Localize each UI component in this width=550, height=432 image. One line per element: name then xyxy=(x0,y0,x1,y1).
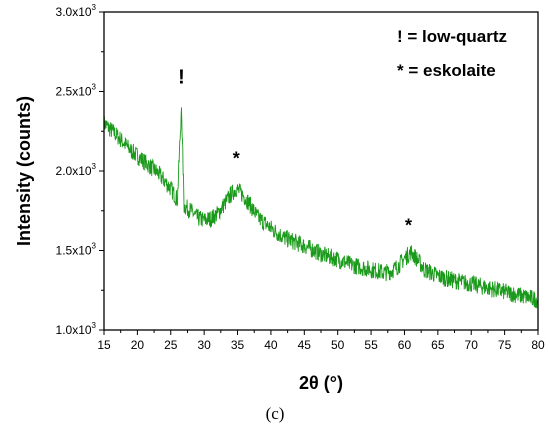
x-tick-label: 60 xyxy=(398,338,412,352)
y-tick-label: 1.0x103 xyxy=(56,321,97,337)
x-tick-label: 70 xyxy=(465,338,479,352)
x-tick-label: 50 xyxy=(331,338,345,352)
y-tick-label: 2.5x103 xyxy=(56,83,97,99)
x-axis-title: 2θ (°) xyxy=(299,373,343,393)
x-tick-label: 55 xyxy=(364,338,378,352)
legend-entry-eskolaite: * = eskolaite xyxy=(397,61,496,80)
x-tick-label: 30 xyxy=(197,338,211,352)
x-tick-label: 65 xyxy=(431,338,445,352)
panel-label: (c) xyxy=(265,404,285,423)
xrd-series-line xyxy=(103,107,539,309)
legend: ! = low-quartz * = eskolaite xyxy=(397,27,507,80)
y-tick-label: 3.0x103 xyxy=(56,3,97,19)
y-tick-label: 2.0x103 xyxy=(56,162,97,178)
x-tick-label: 25 xyxy=(164,338,178,352)
x-tick-label: 20 xyxy=(131,338,145,352)
peak-marker-layer: ! * * xyxy=(178,67,412,236)
x-tick-label: 75 xyxy=(498,338,512,352)
peak-marker: * xyxy=(405,215,412,235)
legend-entry-low-quartz: ! = low-quartz xyxy=(397,27,507,46)
y-axis-title: Intensity (counts) xyxy=(14,96,34,246)
x-tick-label: 15 xyxy=(97,338,111,352)
peak-marker: * xyxy=(233,149,240,169)
x-tick-label: 40 xyxy=(264,338,278,352)
tick-layer: 15 20 25 30 35 40 45 50 55 60 65 70 75 80 1.0x103 1.5x1… xyxy=(56,3,545,352)
x-tick-label: 35 xyxy=(231,338,245,352)
x-tick-label: 45 xyxy=(298,338,312,352)
peak-marker: ! xyxy=(178,67,185,89)
y-tick-label: 1.5x103 xyxy=(56,242,97,258)
x-tick-label: 80 xyxy=(531,338,545,352)
data-layer xyxy=(103,107,539,309)
